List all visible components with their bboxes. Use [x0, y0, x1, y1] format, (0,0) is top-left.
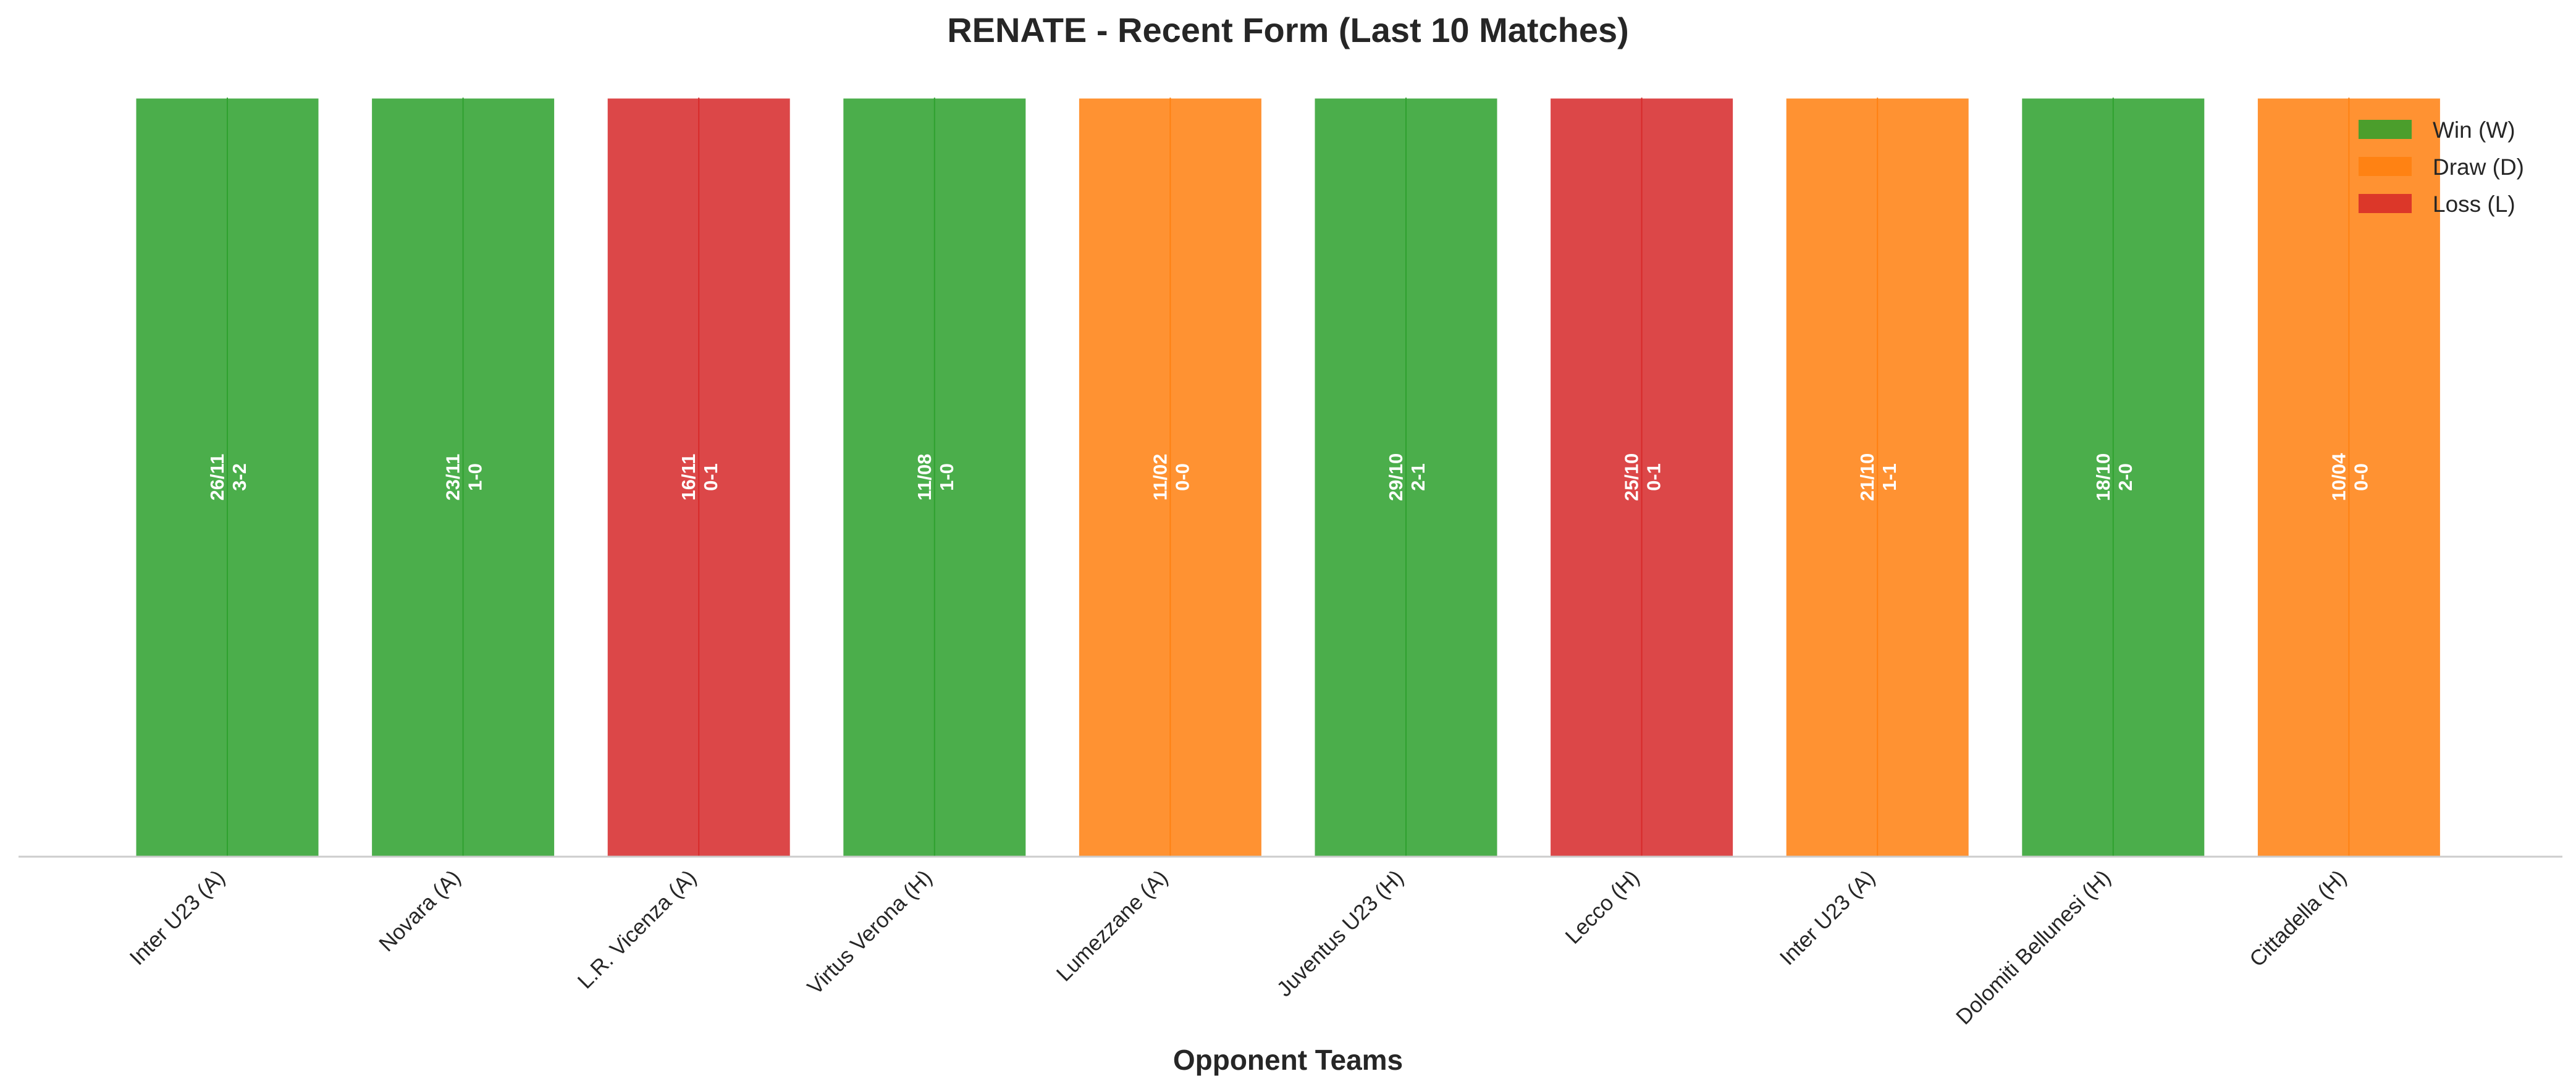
bar-date: 26/11 — [206, 454, 228, 501]
legend-label-d: Draw (D) — [2433, 154, 2524, 180]
x-tick-label-7: Lecco (H) — [1560, 865, 1644, 949]
bar-label-3: 16/110-1 — [678, 454, 722, 501]
bar-label-1: 26/113-2 — [206, 454, 250, 501]
legend: Win (W) Draw (D) Loss (L) — [2359, 117, 2524, 217]
bar-label-6: 29/102-1 — [1385, 453, 1429, 502]
bar-score: 1-1 — [1879, 463, 1900, 491]
bar-score: 0-0 — [2350, 463, 2372, 491]
bar-score: 3-2 — [229, 463, 250, 491]
x-tick-label-6: Juventus U23 (H) — [1273, 865, 1408, 1001]
x-tick-label-9: Dolomiti Bellunesi (H) — [1951, 865, 2116, 1030]
x-tick-label-2: Novara (A) — [374, 865, 465, 956]
bar-date: 11/08 — [914, 454, 935, 501]
bar-label-7: 25/100-1 — [1621, 453, 1665, 502]
bar-score: 0-1 — [700, 463, 722, 491]
x-tick-label-3: L.R. Vicenza (A) — [573, 865, 701, 993]
legend-swatch-d — [2359, 157, 2412, 176]
bar-date: 16/11 — [678, 454, 699, 501]
bar-score: 1-0 — [936, 463, 958, 491]
x-tick-label-5: Lumezzane (A) — [1052, 865, 1172, 986]
bar-label-5: 11/020-0 — [1149, 454, 1193, 501]
bar-date: 23/11 — [442, 454, 464, 501]
legend-swatch-w — [2359, 120, 2412, 139]
bar-date: 11/02 — [1149, 454, 1171, 501]
bar-label-2: 23/111-0 — [442, 454, 486, 501]
legend-swatch-l — [2359, 194, 2412, 213]
bar-score: 0-0 — [1171, 463, 1193, 491]
legend-label-l: Loss (L) — [2433, 191, 2515, 217]
bar-score: 1-0 — [465, 463, 486, 491]
x-tick-labels: Inter U23 (A) Novara (A) L.R. Vicenza (A) V… — [125, 865, 2351, 1030]
bars-group: 26/113-2 23/111-0 16/110-1 11/081-0 11/020-0… — [134, 96, 2442, 858]
bar-label-8: 21/101-1 — [1856, 453, 1900, 502]
x-tick-label-8: Inter U23 (A) — [1775, 865, 1880, 970]
x-tick-label-1: Inter U23 (A) — [125, 865, 229, 970]
legend-label-w: Win (W) — [2433, 117, 2515, 143]
x-tick-label-10: Cittadella (H) — [2245, 865, 2351, 972]
bar-date: 29/10 — [1385, 453, 1407, 502]
bar-score: 2-1 — [1407, 463, 1429, 491]
bar-date: 21/10 — [1856, 453, 1878, 502]
bar-date: 10/04 — [2328, 453, 2349, 501]
x-axis-label: Opponent Teams — [1173, 1044, 1403, 1076]
bar-label-10: 10/040-0 — [2328, 453, 2372, 501]
x-tick-label-4: Virtus Verona (H) — [803, 865, 937, 999]
bar-label-9: 18/102-0 — [2092, 453, 2136, 502]
bar-score: 2-0 — [2115, 463, 2136, 491]
bar-date: 18/10 — [2092, 453, 2114, 502]
bar-label-4: 11/081-0 — [914, 454, 958, 501]
chart-title: RENATE - Recent Form (Last 10 Matches) — [947, 10, 1629, 49]
bar-score: 0-1 — [1643, 463, 1665, 491]
bar-date: 25/10 — [1621, 453, 1643, 502]
